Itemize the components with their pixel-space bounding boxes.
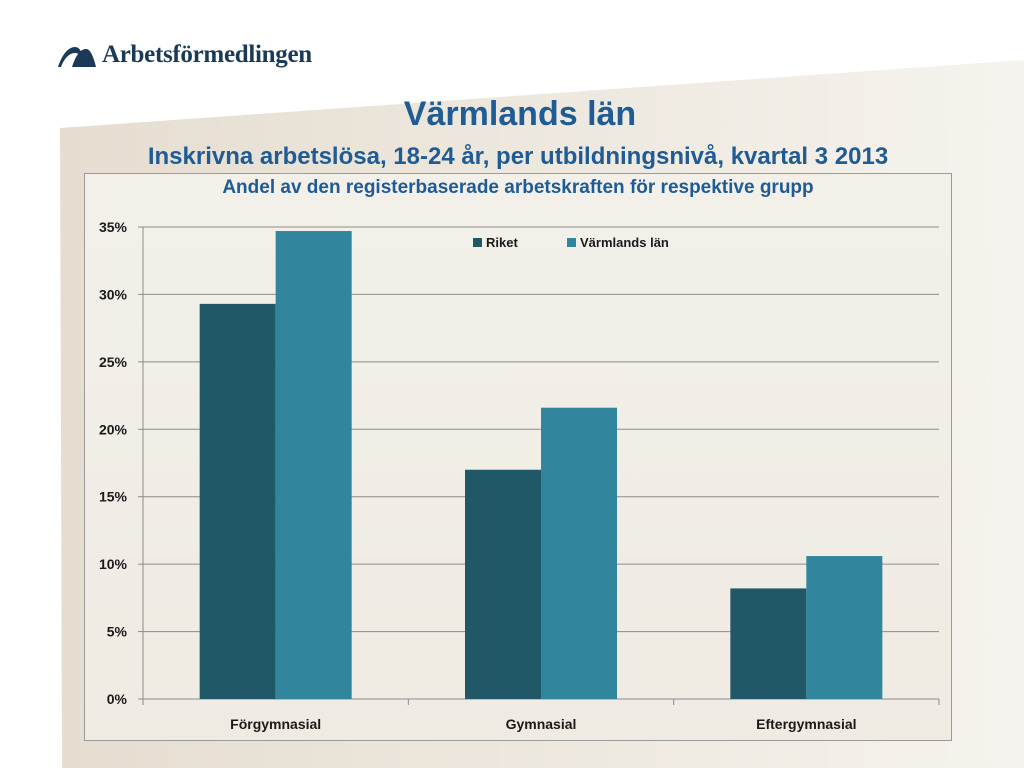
logo: Arbetsförmedlingen [58, 38, 312, 72]
legend-swatch [473, 238, 482, 247]
x-tick-label: Gymnasial [506, 716, 577, 732]
y-tick-label: 30% [99, 286, 128, 302]
x-tick-label: Eftergymnasial [756, 716, 856, 732]
legend-swatch [567, 238, 576, 247]
bar-varmlands-lan [275, 231, 352, 699]
bar-riket [730, 588, 807, 699]
y-tick-label: 0% [107, 691, 128, 707]
bar-riket [465, 469, 541, 699]
y-tick-label: 35% [99, 219, 128, 235]
legend-label: Värmlands län [580, 235, 669, 250]
logo-text: Arbetsförmedlingen [102, 41, 312, 68]
bar-riket [199, 303, 276, 699]
legend-label: Riket [486, 235, 518, 250]
x-tick-label: Förgymnasial [230, 716, 321, 732]
bar-varmlands-lan [806, 556, 883, 699]
bar-varmlands-lan [541, 407, 617, 699]
logo-icon [58, 47, 96, 67]
y-tick-label: 15% [99, 489, 128, 505]
page-subtitle: Inskrivna arbetslösa, 18-24 år, per utbi… [147, 143, 889, 170]
y-tick-label: 25% [99, 354, 128, 370]
page-title: Värmlands län [403, 95, 637, 133]
chart-title: Andel av den registerbaserade arbetskraf… [222, 177, 814, 198]
y-tick-label: 10% [99, 556, 128, 572]
y-tick-label: 20% [99, 421, 128, 437]
y-tick-label: 5% [107, 624, 128, 640]
